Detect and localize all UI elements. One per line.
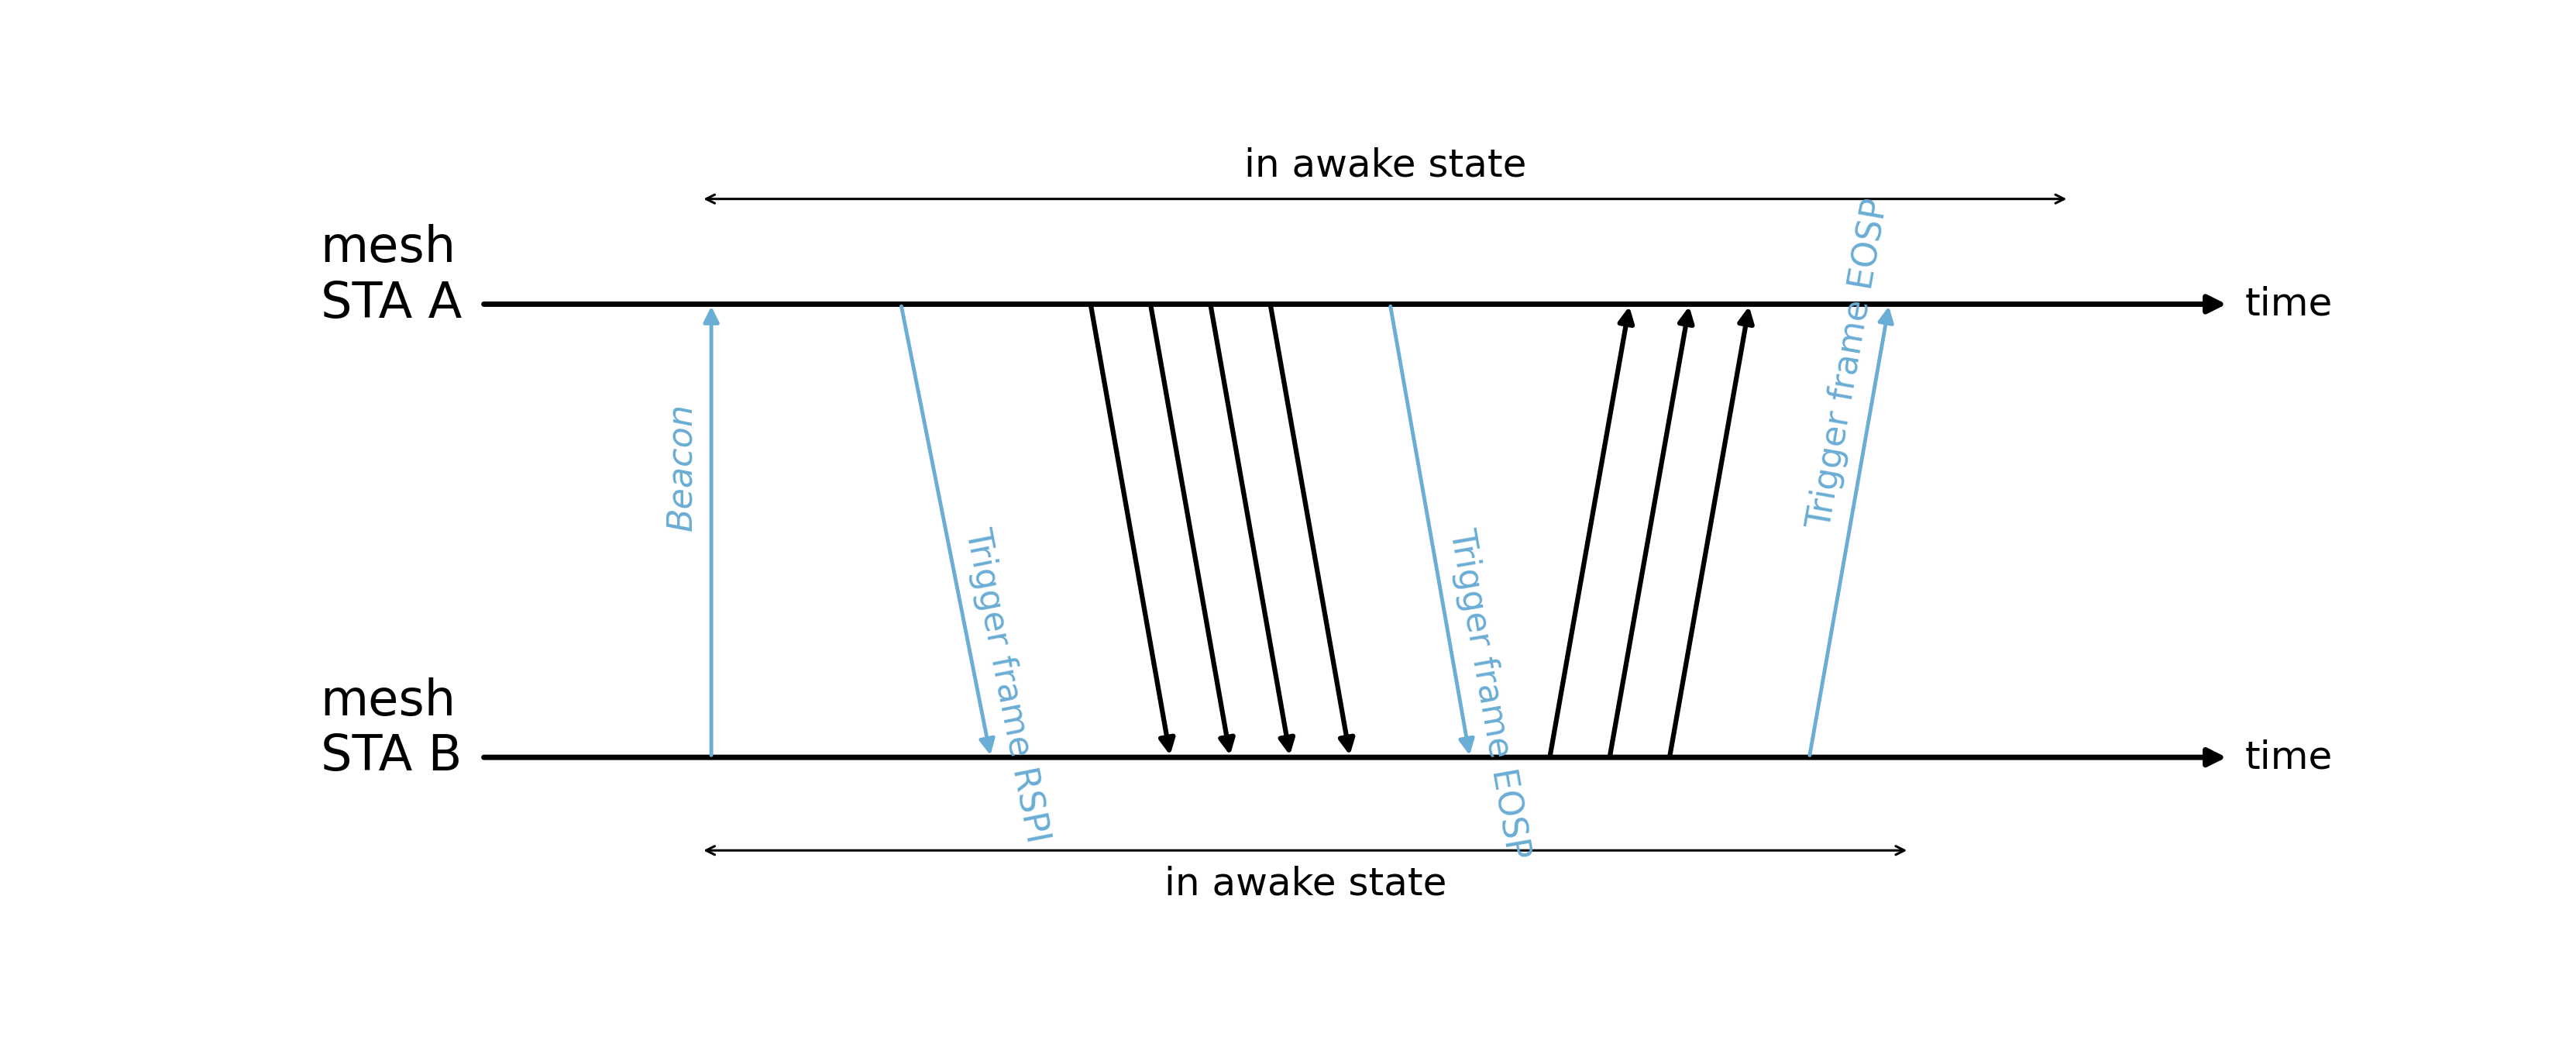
Text: time: time: [2244, 286, 2331, 323]
Text: in awake state: in awake state: [1244, 147, 1525, 184]
Text: in awake state: in awake state: [1164, 865, 1445, 902]
Text: Trigger frame EOSP: Trigger frame EOSP: [1803, 195, 1893, 532]
Text: mesh
STA B: mesh STA B: [319, 677, 461, 781]
Text: time: time: [2244, 739, 2331, 776]
Text: Trigger frame RSPI: Trigger frame RSPI: [958, 526, 1054, 846]
Text: Trigger frame EOSP: Trigger frame EOSP: [1443, 526, 1533, 862]
Text: Beacon: Beacon: [665, 403, 698, 531]
Text: mesh
STA A: mesh STA A: [319, 224, 461, 328]
